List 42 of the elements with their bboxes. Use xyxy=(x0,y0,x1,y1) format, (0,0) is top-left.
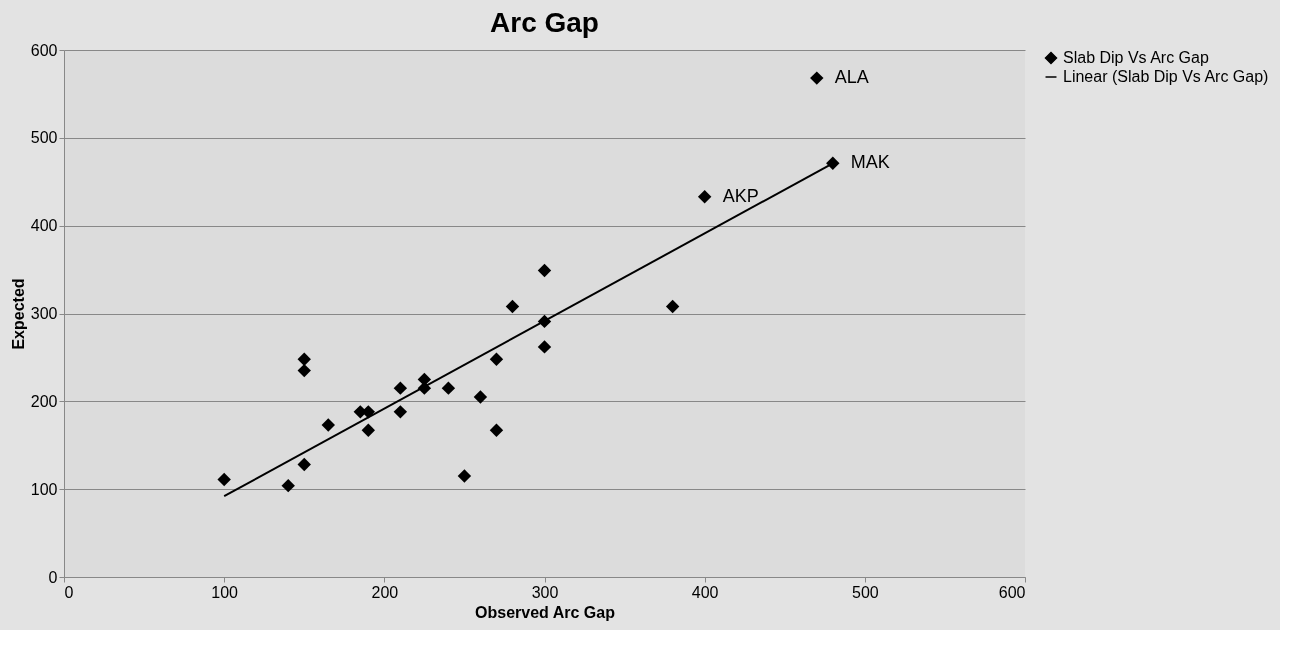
point xyxy=(665,299,680,314)
y-tick-label: 600 xyxy=(30,41,58,59)
x-tick-label: 200 xyxy=(371,583,399,601)
point xyxy=(810,71,824,85)
point xyxy=(489,352,504,366)
chart-title: Arc Gap xyxy=(490,7,599,38)
legend-label: Slab Dip Vs Arc Gap xyxy=(1063,49,1209,66)
y-tick-label: 100 xyxy=(30,480,58,498)
point xyxy=(537,263,552,278)
annotation: ALA xyxy=(834,67,869,88)
point xyxy=(321,418,335,432)
x-tick-label: 400 xyxy=(691,583,719,601)
y-axis-title: Expected xyxy=(9,278,27,350)
point xyxy=(393,381,408,395)
annotation: AKP xyxy=(722,185,759,206)
point xyxy=(297,352,311,366)
x-tick-label: 0 xyxy=(64,583,74,601)
point xyxy=(361,423,376,438)
x-axis-title: Observed Arc Gap xyxy=(475,603,616,621)
point xyxy=(281,478,295,493)
point xyxy=(441,381,456,395)
x-tick-label: 600 xyxy=(998,583,1026,601)
point xyxy=(697,189,712,204)
x-tick-label: 300 xyxy=(531,583,559,601)
point xyxy=(217,472,231,487)
point xyxy=(489,423,504,438)
point xyxy=(393,405,408,419)
point xyxy=(537,340,552,354)
y-tick-label: 500 xyxy=(30,129,58,147)
y-tick-label: 300 xyxy=(30,305,58,322)
legend-label: Linear (Slab Dip Vs Arc Gap) xyxy=(1063,68,1269,85)
x-tick-label: 100 xyxy=(211,583,239,601)
point xyxy=(297,457,311,472)
x-tick-label: 500 xyxy=(851,583,879,601)
point xyxy=(473,390,488,404)
y-tick-label: 400 xyxy=(30,217,58,235)
annotation: MAK xyxy=(850,152,890,173)
y-tick-label: 0 xyxy=(48,568,58,586)
y-tick-label: 200 xyxy=(30,392,58,410)
point xyxy=(297,363,311,378)
point xyxy=(505,299,520,314)
point xyxy=(457,469,472,483)
